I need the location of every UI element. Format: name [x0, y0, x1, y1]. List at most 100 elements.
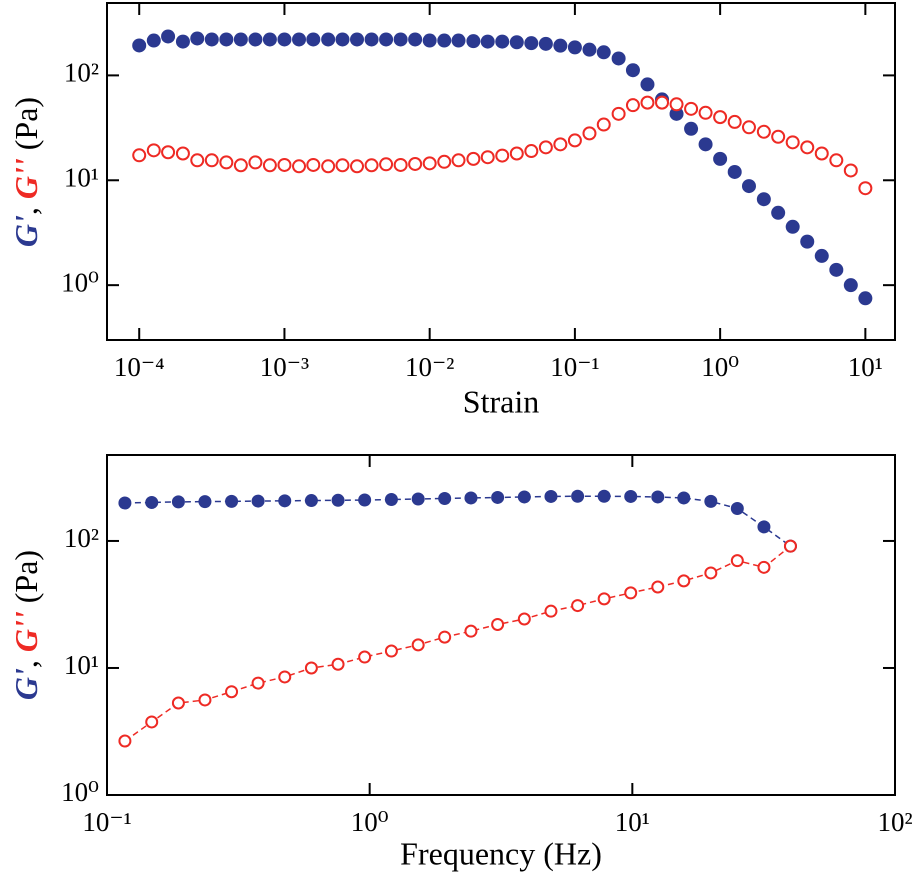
data-point: [858, 181, 873, 196]
data-point: [408, 156, 423, 171]
data-point: [225, 685, 239, 699]
data-point: [118, 734, 132, 748]
data-point: [624, 586, 638, 600]
data-point: [480, 34, 495, 49]
data-point: [597, 592, 611, 606]
y-axis-label-part: G': [8, 215, 44, 247]
data-point: [509, 146, 524, 161]
data-point: [277, 32, 292, 47]
data-point: [278, 494, 292, 508]
data-point: [384, 644, 398, 658]
x-tick-label: 10⁰: [351, 807, 389, 837]
data-point: [491, 617, 505, 631]
y-axis-label-part: (Pa): [8, 550, 44, 611]
data-point: [640, 95, 655, 110]
y-tick-label: 10²: [64, 523, 99, 553]
data-point: [727, 164, 742, 179]
data-point: [677, 574, 691, 588]
data-point: [408, 32, 423, 47]
data-point: [204, 153, 219, 168]
data-point: [495, 148, 510, 163]
data-point: [611, 106, 626, 121]
data-point: [358, 650, 372, 664]
data-point: [451, 153, 466, 168]
data-point: [118, 496, 132, 510]
data-point: [145, 495, 159, 509]
data-point: [464, 624, 478, 638]
data-point: [814, 248, 829, 263]
data-point: [640, 77, 655, 92]
data-point: [785, 135, 800, 150]
series-line: [124, 495, 791, 547]
data-point: [411, 638, 425, 652]
data-point: [829, 262, 844, 277]
data-point: [596, 45, 611, 60]
data-point: [756, 192, 771, 207]
x-tick-label: 10⁻³: [260, 352, 309, 382]
data-point: [175, 146, 190, 161]
data-point: [538, 36, 553, 51]
data-point: [713, 110, 728, 125]
plot-frame: [106, 2, 896, 341]
y-tick-label: 10²: [64, 58, 99, 88]
data-point: [251, 676, 265, 690]
y-tick-label: 10⁰: [61, 267, 99, 297]
x-tick-label: 10²: [877, 807, 912, 837]
data-point: [306, 32, 321, 47]
data-point: [829, 153, 844, 168]
data-point: [480, 150, 495, 165]
data-point: [233, 32, 248, 47]
y-axis-label-part: G'': [8, 611, 44, 652]
data-point: [248, 155, 263, 170]
data-point: [553, 38, 568, 53]
data-point: [393, 32, 408, 47]
y-tick-label: 10¹: [64, 650, 99, 680]
x-tick-label: 10⁻⁴: [114, 352, 165, 382]
data-point: [651, 490, 665, 504]
data-point: [364, 158, 379, 173]
data-point: [219, 155, 234, 170]
data-point: [677, 491, 691, 505]
data-point: [335, 158, 350, 173]
data-point: [321, 32, 336, 47]
y-tick-label: 10¹: [64, 162, 99, 192]
data-point: [358, 493, 372, 507]
data-point: [262, 32, 277, 47]
data-point: [491, 490, 505, 504]
data-point: [146, 143, 161, 158]
data-point: [251, 494, 265, 508]
data-point: [190, 153, 205, 168]
data-point: [190, 31, 205, 46]
data-point: [437, 154, 452, 169]
y-axis-label-part: (Pa): [8, 97, 44, 158]
data-point: [625, 63, 640, 78]
data-point: [684, 101, 699, 116]
plot-frame: [106, 454, 896, 796]
data-point: [698, 105, 713, 120]
data-point: [438, 630, 452, 644]
data-point: [771, 205, 786, 220]
data-point: [544, 604, 558, 618]
data-point: [553, 137, 568, 152]
y-axis-label: G', G'' (Pa): [8, 550, 44, 700]
data-point: [306, 157, 321, 172]
data-point: [393, 157, 408, 172]
data-point: [597, 489, 611, 503]
data-point: [517, 490, 531, 504]
data-point: [655, 95, 670, 110]
data-point: [466, 34, 481, 49]
y-axis-label-part: G'': [8, 158, 44, 199]
data-point: [146, 33, 161, 48]
data-point: [422, 156, 437, 171]
data-point: [464, 491, 478, 505]
data-point: [233, 158, 248, 173]
x-tick-label: 10¹: [848, 352, 883, 382]
data-point: [698, 137, 713, 152]
data-point: [596, 117, 611, 132]
y-axis-label: G', G'' (Pa): [8, 97, 44, 247]
x-tick-label: 10⁻¹: [550, 352, 599, 382]
data-point: [843, 278, 858, 293]
data-point: [331, 493, 345, 507]
data-point: [379, 32, 394, 47]
